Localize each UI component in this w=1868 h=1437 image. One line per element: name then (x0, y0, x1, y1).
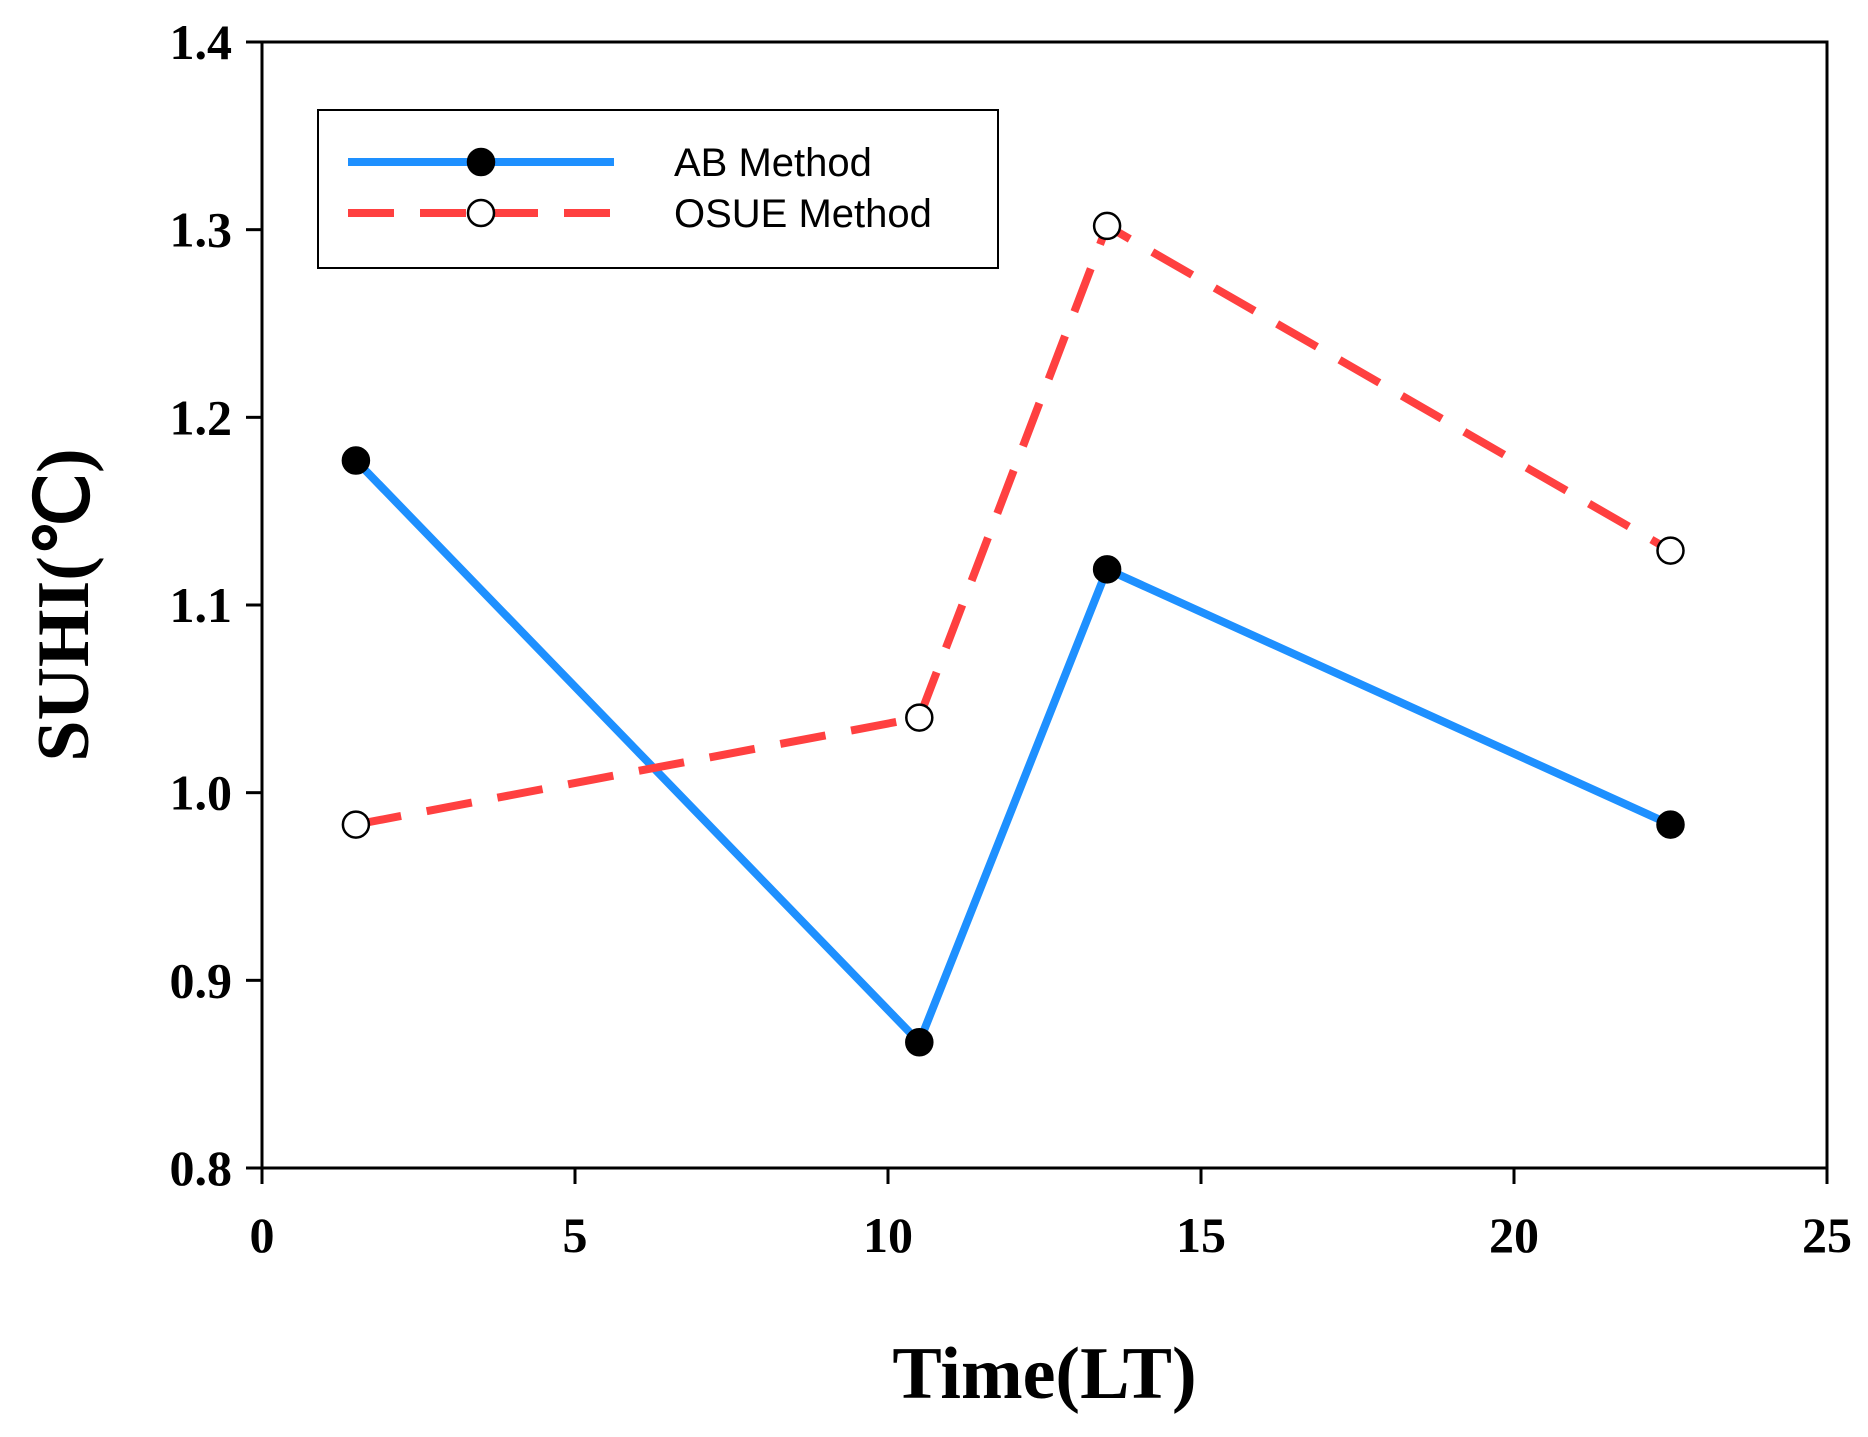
y-tick-label: 0.8 (170, 1140, 233, 1196)
x-tick-label: 25 (1802, 1207, 1852, 1263)
y-tick-label: 1.1 (170, 577, 233, 633)
data-point-osue-method (1656, 536, 1685, 565)
data-point-ab-method (905, 1028, 934, 1057)
data-point-ab-method (1656, 810, 1685, 839)
series-line-osue-method (355, 220, 1673, 829)
y-tick-label: 1.0 (170, 765, 233, 821)
data-point-osue-method (341, 810, 371, 839)
x-tick-label: 20 (1489, 1207, 1539, 1263)
y-axis-title: SUHI(℃) (23, 448, 105, 761)
x-tick-label: 5 (563, 1207, 588, 1263)
data-point-osue-method (1092, 211, 1122, 241)
data-point-ab-method (1092, 555, 1122, 584)
data-point-ab-method (341, 446, 371, 475)
series-line-ab-method (353, 457, 1673, 1050)
data-point-osue-method (905, 703, 934, 732)
x-tick-label: 15 (1176, 1207, 1226, 1263)
y-tick-label: 1.3 (170, 202, 233, 258)
legend-marker-osue-method (466, 198, 496, 228)
y-tick-label: 1.2 (170, 389, 233, 445)
x-tick-label: 10 (863, 1207, 913, 1263)
x-tick-label: 0 (250, 1207, 275, 1263)
legend-label-osue-method: OSUE Method (674, 192, 932, 236)
x-axis-title: Time(LT) (892, 1333, 1196, 1415)
y-tick-label: 0.9 (170, 952, 233, 1008)
legend-box (317, 109, 999, 269)
y-tick-label: 1.4 (170, 14, 233, 70)
x-axis-ticks: 0 5 10 15 20 25 (250, 1168, 1852, 1263)
legend-marker-ab-method (466, 147, 496, 177)
series-layer (341, 211, 1685, 1057)
legend: AB Method OSUE Method (317, 109, 999, 269)
y-axis-ticks: 0.8 0.9 1.0 1.1 1.2 1.3 1.4 (170, 14, 262, 1196)
legend-label-ab-method: AB Method (674, 141, 872, 185)
